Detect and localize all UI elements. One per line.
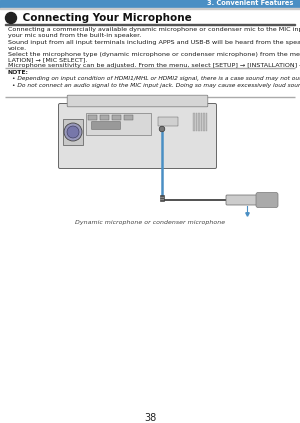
- Bar: [0, 8, 300, 9]
- Bar: [196, 113, 197, 131]
- Bar: [193, 113, 194, 131]
- Bar: [124, 115, 133, 120]
- FancyBboxPatch shape: [92, 121, 121, 129]
- Text: NOTE:: NOTE:: [8, 70, 29, 75]
- Text: Connecting a commercially available dynamic microphone or condenser mic to the M: Connecting a commercially available dyna…: [8, 27, 300, 38]
- Text: • Do not connect an audio signal to the MIC input jack. Doing so may cause exces: • Do not connect an audio signal to the …: [12, 83, 300, 88]
- Text: • Depending on input condition of HDMI1/MHL or HDMI2 signal, there is a case sou: • Depending on input condition of HDMI1/…: [12, 76, 300, 81]
- Text: 3. Convenient Features: 3. Convenient Features: [207, 0, 293, 6]
- Circle shape: [5, 13, 16, 24]
- FancyBboxPatch shape: [67, 95, 208, 107]
- Bar: [160, 197, 164, 198]
- Text: ➇: ➇: [8, 14, 14, 22]
- Bar: [198, 113, 200, 131]
- Bar: [86, 113, 151, 135]
- Circle shape: [64, 123, 82, 141]
- Bar: [100, 115, 109, 120]
- Text: Dynamic microphone or condenser microphone: Dynamic microphone or condenser micropho…: [75, 220, 225, 225]
- Circle shape: [159, 126, 165, 132]
- Bar: [0, 0, 300, 8]
- Text: Sound input from all input terminals including APPS and USB-B will be heard from: Sound input from all input terminals inc…: [8, 40, 300, 68]
- Bar: [5, 24, 295, 25]
- Bar: [160, 199, 164, 200]
- FancyBboxPatch shape: [226, 195, 258, 205]
- Text: Connecting Your Microphone: Connecting Your Microphone: [19, 13, 192, 23]
- Bar: [5, 68, 295, 69]
- Text: 38: 38: [144, 413, 156, 423]
- Bar: [112, 115, 121, 120]
- Bar: [63, 119, 83, 145]
- Bar: [200, 113, 202, 131]
- Bar: [206, 113, 207, 131]
- Text: MIC: MIC: [163, 118, 173, 123]
- Circle shape: [67, 126, 79, 138]
- Bar: [203, 113, 205, 131]
- FancyBboxPatch shape: [58, 104, 217, 168]
- Bar: [88, 115, 97, 120]
- Bar: [160, 195, 164, 201]
- Bar: [158, 117, 178, 126]
- FancyBboxPatch shape: [256, 192, 278, 208]
